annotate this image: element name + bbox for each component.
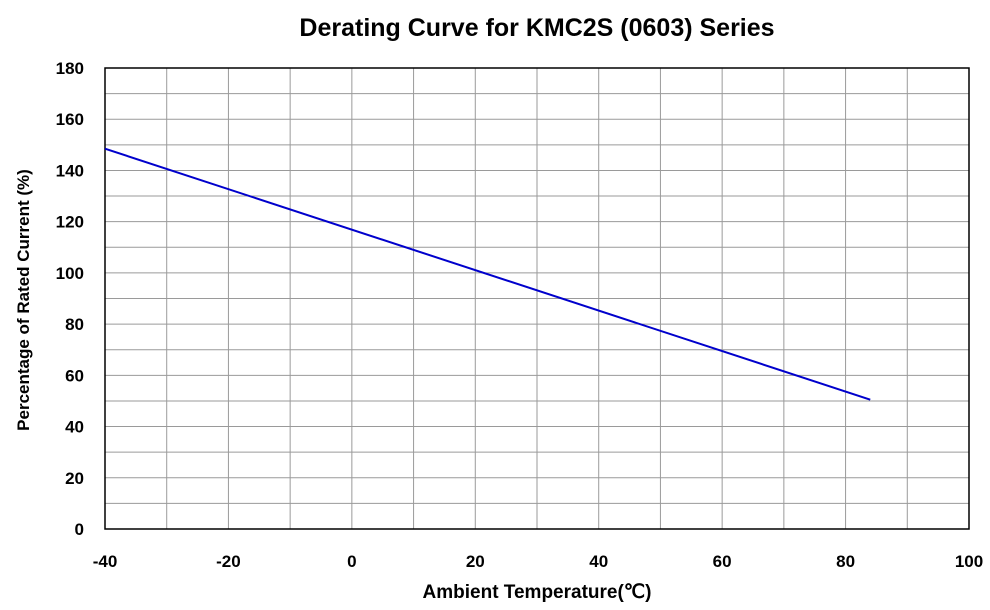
series-layer [104,147,871,401]
y-tick-label: 60 [65,366,84,385]
y-axis-ticks: 0 20 40 60 80 100 120 140 160 180 [56,59,84,539]
y-tick-label: 180 [56,59,84,78]
x-tick-label: 60 [713,552,732,571]
x-tick-label: 0 [347,552,356,571]
derating-line [104,147,871,401]
y-axis-label: Percentage of Rated Current (%) [14,169,33,431]
y-tick-label: 160 [56,110,84,129]
x-axis-ticks: -40 -20 0 20 40 60 80 100 [93,552,983,571]
x-tick-label: 40 [589,552,608,571]
y-tick-label: 0 [75,520,84,539]
x-tick-label: -20 [216,552,241,571]
y-tick-label: 80 [65,315,84,334]
x-tick-label: 100 [955,552,983,571]
y-tick-label: 100 [56,264,84,283]
x-axis-label: Ambient Temperature(℃) [422,582,652,603]
y-tick-label: 120 [56,213,84,232]
y-tick-label: 40 [65,418,84,437]
y-tick-label: 20 [65,469,84,488]
x-tick-label: -40 [93,552,118,571]
x-tick-label: 80 [836,552,855,571]
grid [105,68,969,529]
y-tick-label: 140 [56,161,84,180]
x-tick-label: 20 [466,552,485,571]
plot-area [104,67,970,530]
chart-title: Derating Curve for KMC2S (0603) Series [299,14,775,42]
